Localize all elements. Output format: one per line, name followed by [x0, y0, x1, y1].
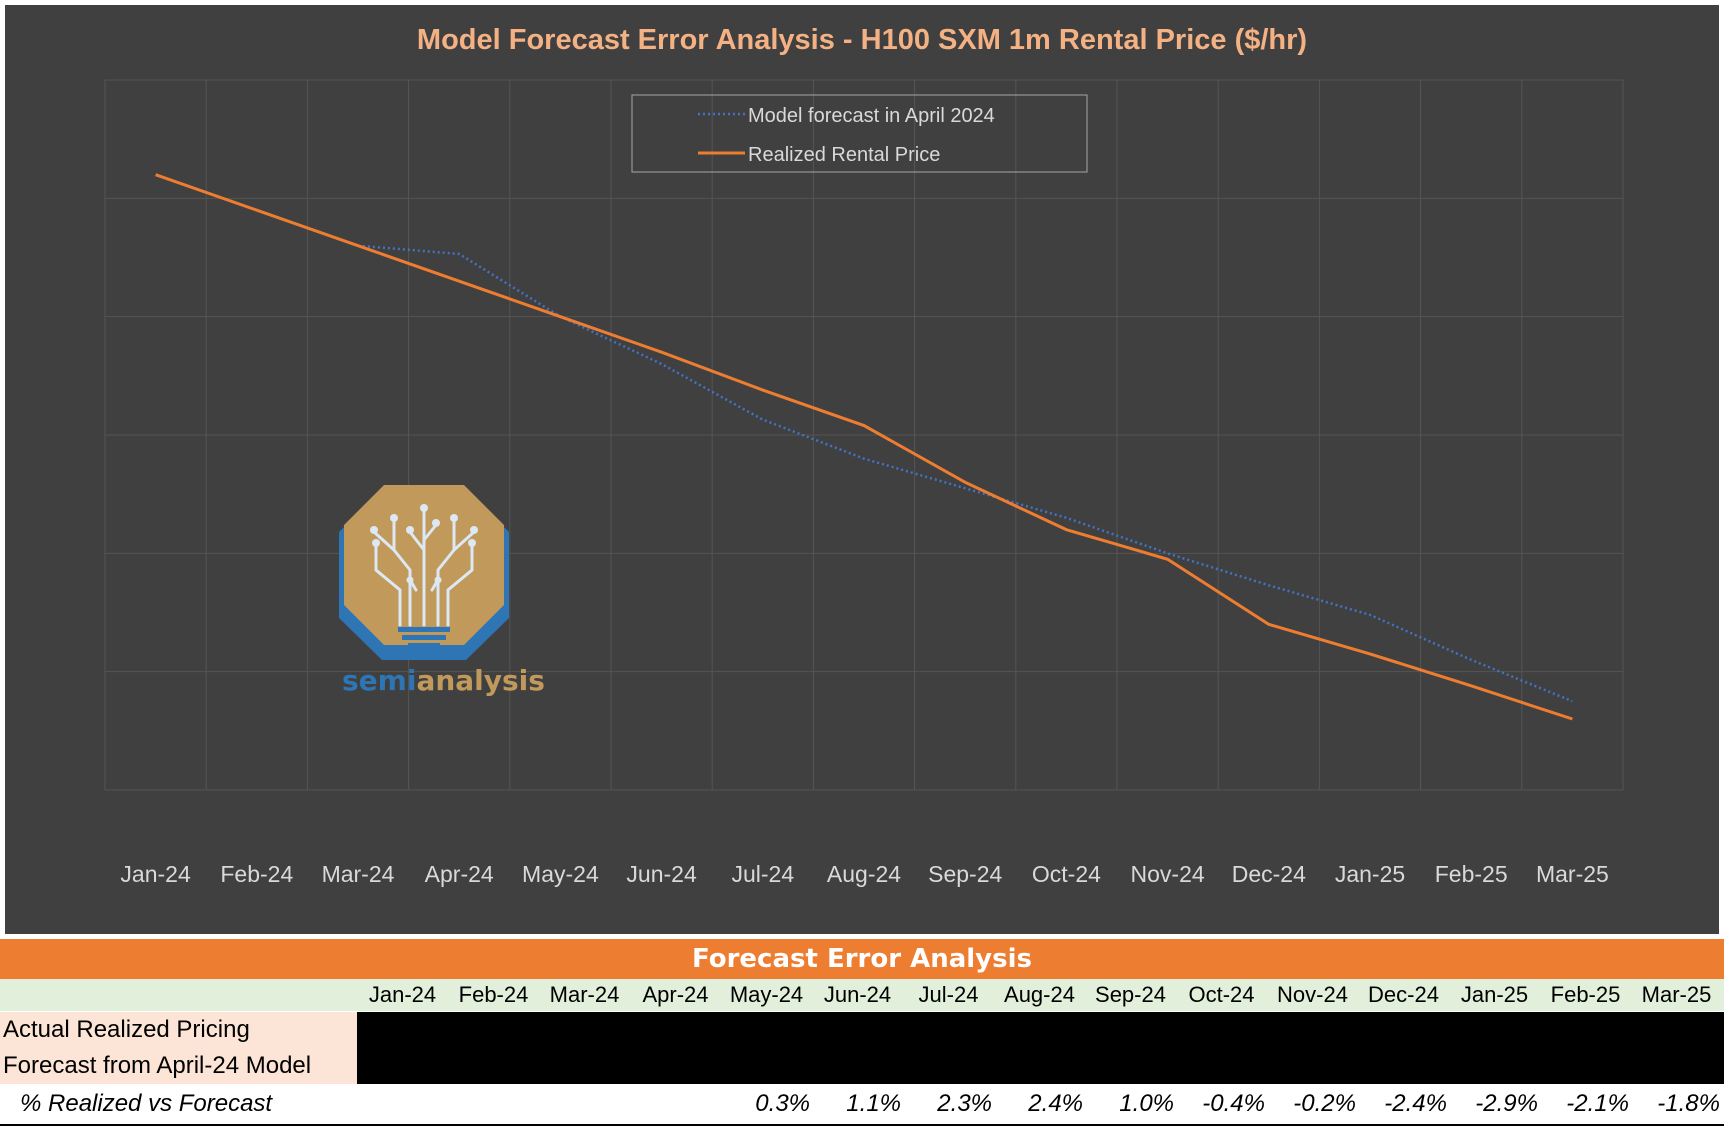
x-tick-label: Jan-24: [120, 861, 191, 887]
pct-value-cell: -2.4%: [1384, 1090, 1447, 1117]
x-tick-label: Jun-24: [626, 861, 697, 887]
month-header-cell: Feb-24: [458, 982, 529, 1007]
row-label-forecast: Forecast from April-24 Model: [0, 1048, 357, 1084]
x-tick-label: Nov-24: [1131, 861, 1205, 887]
pct-value-cell: 1.1%: [846, 1090, 901, 1117]
chart-area: Model Forecast Error Analysis - H100 SXM…: [5, 5, 1719, 934]
logo-text-analysis: analysis: [416, 664, 545, 697]
x-axis-tick-labels: Jan-24 Feb-24 Mar-24 Apr-24 May-24 Jun-24 Jul-…: [120, 861, 1608, 887]
x-tick-label: Dec-24: [1232, 861, 1306, 887]
redacted-values-block: [357, 1012, 1724, 1084]
month-header-cell: May-24: [729, 982, 804, 1007]
x-tick-label: Mar-25: [1536, 861, 1609, 887]
month-header-cell: Sep-24: [1095, 982, 1166, 1007]
month-header-cell: Mar-24: [549, 982, 620, 1007]
forecast-error-table: Forecast Error Analysis Jan-24 Feb-24 Mar-…: [0, 939, 1724, 1128]
pct-value-cell: 0.3%: [755, 1090, 810, 1117]
pct-value-cell: 1.0%: [1119, 1090, 1174, 1117]
series-line-realized: [155, 173, 1573, 721]
month-header-cell: Oct-24: [1188, 982, 1255, 1007]
x-tick-label: Jul-24: [731, 861, 794, 887]
month-header-cell: Feb-25: [1550, 982, 1621, 1007]
month-header-cell: Mar-25: [1641, 982, 1712, 1007]
line-chart: Model Forecast Error Analysis - H100 SXM…: [104, 24, 1624, 887]
pct-value-cell: 2.3%: [937, 1090, 992, 1117]
pct-value-cell: -2.9%: [1475, 1090, 1538, 1117]
pct-value-cell: -2.1%: [1566, 1090, 1629, 1117]
series-line-forecast: [357, 244, 1573, 703]
month-header-cell: Jan-25: [1460, 982, 1529, 1007]
month-header-cell: Dec-24: [1368, 982, 1439, 1007]
semianalysis-logo: semianalysis: [339, 485, 545, 697]
chart-title: Model Forecast Error Analysis - H100 SXM…: [417, 24, 1307, 56]
pct-value-cell: -0.2%: [1293, 1090, 1356, 1117]
pct-value-cell: -1.8%: [1657, 1090, 1720, 1117]
month-header-cell: Nov-24: [1277, 982, 1348, 1007]
x-tick-label: May-24: [522, 861, 599, 887]
x-tick-label: Aug-24: [827, 861, 901, 887]
series-lines: [155, 173, 1573, 721]
month-header-cell: Aug-24: [1004, 982, 1075, 1007]
row-label-actual: Actual Realized Pricing: [0, 1012, 357, 1048]
legend: Model forecast in April 2024 Realized Re…: [631, 94, 1088, 173]
table-title: Forecast Error Analysis: [0, 939, 1724, 979]
legend-label-realized: Realized Rental Price: [748, 144, 940, 166]
row-label-pct: % Realized vs Forecast: [20, 1090, 273, 1117]
x-tick-label: Feb-25: [1435, 861, 1508, 887]
x-tick-label: Apr-24: [425, 861, 494, 887]
month-header-cell: Apr-24: [642, 982, 709, 1007]
x-tick-label: Oct-24: [1032, 861, 1101, 887]
month-header-cell: Jan-24: [368, 982, 437, 1007]
legend-label-forecast: Model forecast in April 2024: [748, 105, 995, 127]
month-header-cell: Jul-24: [918, 982, 979, 1007]
pct-value-cell: -0.4%: [1202, 1090, 1265, 1117]
x-tick-label: Sep-24: [928, 861, 1002, 887]
x-tick-label: Mar-24: [322, 861, 395, 887]
svg-text:semianalysis: semianalysis: [342, 664, 545, 697]
pct-row: % Realized vs Forecast 0.3% 1.1% 2.3% 2.4% 1…: [0, 1084, 1724, 1126]
gridlines: [104, 79, 1624, 791]
pct-value-cell: 2.4%: [1028, 1090, 1083, 1117]
month-header-row: Jan-24 Feb-24 Mar-24 Apr-24 May-24 Jun-24 Jul-…: [0, 979, 1724, 1011]
x-tick-label: Jan-25: [1335, 861, 1405, 887]
month-header-cell: Jun-24: [823, 982, 892, 1007]
x-tick-label: Feb-24: [220, 861, 293, 887]
logo-text-semi: semi: [342, 664, 416, 697]
